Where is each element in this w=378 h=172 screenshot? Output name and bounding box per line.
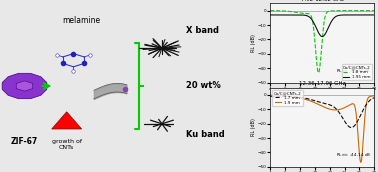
Text: RL$_{min}$: -42.24 dB: RL$_{min}$: -42.24 dB xyxy=(336,67,371,75)
Legend: 1.8 mm, 1.95 mm: 1.8 mm, 1.95 mm xyxy=(342,64,372,80)
Legend: 1.7 mm, 1.9 mm: 1.7 mm, 1.9 mm xyxy=(273,90,303,106)
X-axis label: Frequency (GHz): Frequency (GHz) xyxy=(302,92,342,97)
Text: growth of
CNTs: growth of CNTs xyxy=(52,139,82,150)
Text: melamine: melamine xyxy=(63,16,101,25)
Text: Ku band: Ku band xyxy=(186,130,225,139)
Y-axis label: RL (dB): RL (dB) xyxy=(251,34,256,52)
Text: X band: X band xyxy=(186,26,220,35)
Text: ZIF-67: ZIF-67 xyxy=(11,137,38,146)
Polygon shape xyxy=(52,112,82,129)
Y-axis label: RL (dB): RL (dB) xyxy=(251,118,256,136)
Title: 12.36-17.96 GHz: 12.36-17.96 GHz xyxy=(299,81,345,86)
Text: RL$_{min}$: -44.14 dB: RL$_{min}$: -44.14 dB xyxy=(336,151,371,159)
Text: 20 wt%: 20 wt% xyxy=(186,82,221,90)
Polygon shape xyxy=(16,81,33,91)
Polygon shape xyxy=(2,73,47,99)
Title: 7.92-12.32 GHz: 7.92-12.32 GHz xyxy=(301,0,344,2)
